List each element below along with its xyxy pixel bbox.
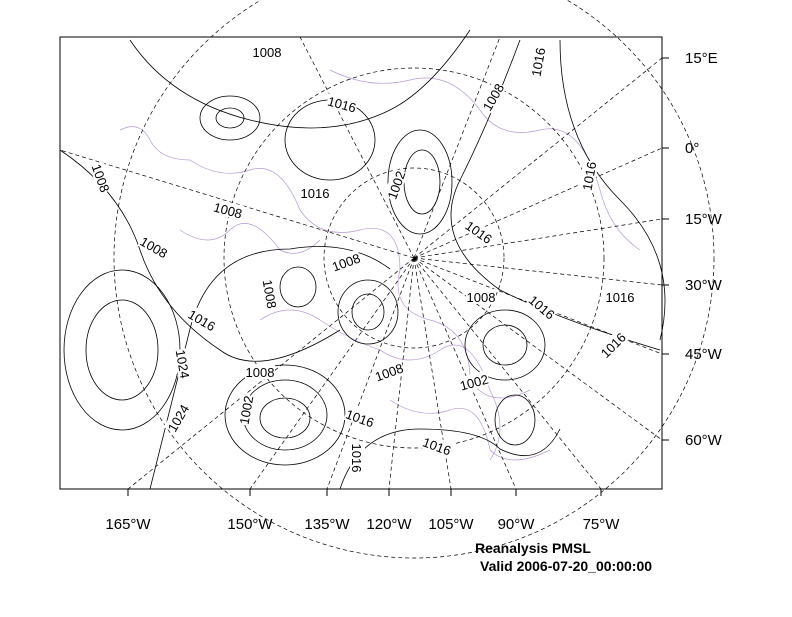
- contour-label: 1008: [330, 250, 362, 274]
- contour-label: 1008: [246, 365, 275, 380]
- longitude-label: 135°W: [304, 516, 350, 533]
- latitude-label: 0°: [685, 140, 699, 157]
- contour-label: 1008: [212, 199, 244, 221]
- contour-label: 1016: [349, 444, 364, 473]
- contour-label: 1016: [344, 406, 376, 430]
- contour-label-bg: [245, 364, 275, 379]
- contour-label-bg: [478, 80, 507, 114]
- map-title: Reanalysis PMSL: [475, 540, 591, 556]
- contour-label: 1016: [463, 218, 495, 247]
- contour-label-bg: [457, 370, 491, 393]
- contour-label-bg: [350, 443, 365, 473]
- longitude-label: 75°W: [583, 516, 621, 533]
- contour-label-bg: [596, 328, 629, 361]
- contour-label-bg: [173, 347, 194, 380]
- contour-label: 1008: [253, 45, 282, 60]
- latitude-label: 30°W: [685, 277, 723, 294]
- contour-label: 1024: [173, 349, 193, 380]
- longitude-label: 90°W: [498, 516, 536, 533]
- contour-label-bg: [383, 168, 408, 202]
- contour-label-bg: [329, 249, 363, 274]
- contour-label: 1016: [580, 161, 600, 192]
- contour-label-bg: [260, 277, 281, 310]
- contour-label-bg: [462, 216, 496, 247]
- graticule: [59, 0, 715, 559]
- latitude-label: 15°W: [685, 211, 723, 228]
- contour-label: 1002: [237, 395, 257, 426]
- contour-label-bg: [235, 393, 256, 426]
- contour-label: 1016: [598, 330, 629, 361]
- contour-label-bg: [211, 198, 245, 221]
- contour-label-bg: [372, 359, 406, 384]
- contour-label: 1008: [89, 162, 113, 194]
- contour-label: 1002: [458, 371, 490, 393]
- contour-label-bg: [527, 45, 548, 78]
- longitude-label: 150°W: [227, 516, 273, 533]
- contour-label-bg: [137, 232, 171, 261]
- contour-label-bg: [526, 291, 559, 323]
- latitude-label: 15°E: [685, 50, 718, 67]
- contour-label-bg: [343, 405, 377, 430]
- contour-label: 1008: [467, 290, 496, 305]
- map-frame: [59, 36, 663, 490]
- latitude-label: 45°W: [685, 346, 723, 363]
- coastlines: [119, 69, 641, 461]
- longitude-label: 105°W: [428, 516, 474, 533]
- contour-label: 1008: [260, 279, 280, 310]
- contour-label-bg: [466, 289, 496, 304]
- contour-label: 1016: [606, 290, 635, 305]
- contour-label-bg: [420, 433, 454, 458]
- map-subtitle: Valid 2006-07-20_00:00:00: [480, 558, 652, 574]
- contour-label: 1016: [326, 93, 358, 115]
- contour-label: 1016: [421, 434, 453, 458]
- contour-label-bg: [185, 305, 219, 334]
- contour-label-bg: [605, 289, 635, 304]
- contour-label-bg: [89, 161, 114, 195]
- contour-label: 1016: [301, 186, 330, 201]
- contour-label: 1008: [373, 360, 405, 384]
- longitude-label: 120°W: [366, 516, 412, 533]
- contour-label-bg: [300, 185, 330, 200]
- contour-label-bg: [578, 159, 599, 192]
- contour-label-bg: [325, 92, 359, 115]
- longitude-label: 165°W: [105, 516, 151, 533]
- contour-label-bg: [252, 44, 282, 59]
- latitude-label: 60°W: [685, 432, 723, 449]
- contour-label-bg: [163, 401, 192, 435]
- contour-label: 1016: [529, 47, 549, 78]
